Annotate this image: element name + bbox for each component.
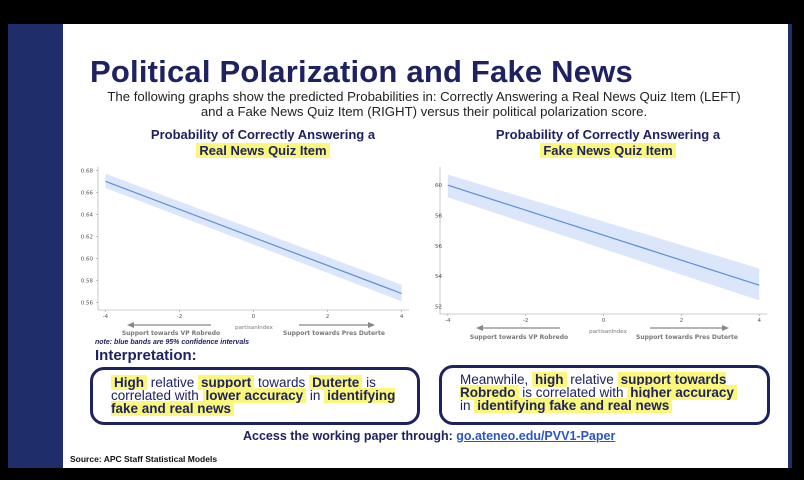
left-chart-plot: 0.56 0.58 0.60 0.62 0.64 0.66 0.68 -4 -2 0 2 4 Supp… — [81, 167, 409, 337]
right-chart-xlabel-right: Support towards Pres Duterte — [636, 334, 738, 341]
right-chart-fit-line — [447, 184, 760, 286]
left-chart-ytick-label: 0.68 — [81, 168, 94, 174]
box-right-word-identifying: identifying fake and real news — [474, 398, 673, 413]
left-chart-xtick-label: -2 — [177, 314, 182, 320]
box-left-text-2: towards — [254, 375, 310, 390]
slide-left-accent-bar — [8, 24, 63, 468]
right-chart-title-line1: Probability of Correctly Answering a — [495, 127, 721, 142]
left-chart-ytick-label: 0.62 — [81, 234, 93, 240]
right-chart-xtick-label: -4 — [445, 318, 451, 324]
slide-right-accent-strip — [788, 24, 792, 468]
right-chart-xlabel-center: partisanIndex — [589, 329, 627, 335]
left-chart: 0.56 0.58 0.60 0.62 0.64 0.66 0.68 -4 -2 0 2 4 Supp… — [71, 164, 417, 340]
left-chart-xlabel-left: Support towards VP Robredo — [122, 330, 220, 337]
right-chart-xtick-label: 0 — [602, 318, 606, 324]
box-left-word-high: High — [111, 375, 147, 390]
slide-title: Political Polarization and Fake News — [90, 54, 633, 89]
box-left-word-lower-accuracy: lower accuracy — [202, 388, 307, 403]
left-chart-fit-line — [105, 180, 402, 295]
left-chart-xtick-label: -4 — [103, 314, 109, 320]
window-top-bar — [0, 0, 804, 24]
box-left-word-duterte: Duterte — [309, 375, 363, 390]
left-chart-xtick-label: 2 — [326, 314, 330, 320]
left-chart-ytick-label: 0.66 — [81, 190, 94, 196]
left-chart-xlabel-right: Support towards Pres Duterte — [283, 330, 385, 337]
left-chart-title-line1: Probability of Correctly Answering a — [150, 127, 376, 142]
left-chart-title: Probability of Correctly Answering a Rea… — [118, 127, 408, 159]
right-chart-ytick-label: 54 — [435, 274, 442, 280]
left-chart-ytick-label: 0.56 — [81, 300, 94, 306]
left-chart-ytick-label: 0.60 — [81, 256, 94, 262]
box-right-text-1: relative — [566, 372, 618, 387]
box-right-text-3: in — [460, 398, 475, 413]
right-chart-title: Probability of Correctly Answering a Fak… — [463, 127, 753, 159]
left-chart-xtick-label: 4 — [400, 314, 404, 320]
box-left-text-3: is correlated with — [111, 375, 376, 403]
slide: Political Polarization and Fake News The… — [8, 24, 792, 468]
right-chart-title-line2: Fake News Quiz Item — [540, 143, 676, 158]
left-chart-xtick-label: 0 — [252, 314, 256, 320]
left-chart-title-line2: Real News Quiz Item — [196, 143, 330, 158]
box-right-word-higher-accuracy: higher accuracy — [627, 385, 737, 400]
box-left-text-1: relative — [147, 375, 199, 390]
box-right-text-0: Meanwhile, — [460, 372, 533, 387]
left-chart-ytick-label: 0.58 — [81, 278, 94, 284]
paper-link[interactable]: go.ateneo.edu/PVV1-Paper — [456, 429, 616, 443]
right-chart-ytick-label: 52 — [435, 304, 442, 310]
right-chart-ytick-label: 60 — [435, 183, 442, 189]
box-right-word-high: high — [532, 372, 567, 387]
right-chart-confidence-band — [447, 174, 760, 301]
access-text: Access the working paper through: — [243, 429, 457, 443]
right-chart-arrowhead-left — [476, 325, 483, 331]
left-chart-xlabel-center: partisanIndex — [235, 325, 273, 331]
confidence-interval-note: note: blue bands are 95% confidence inte… — [95, 339, 250, 346]
source-note: Source: APC Staff Statistical Models — [70, 454, 218, 464]
right-chart-xtick-label: 4 — [757, 318, 761, 324]
right-chart-ytick-label: 58 — [435, 213, 442, 219]
box-right-text-2: is correlated with — [518, 385, 628, 400]
right-chart-ytick-label: 56 — [435, 244, 442, 250]
right-chart-xtick-label: -2 — [523, 318, 528, 324]
interpretation-box-right: Meanwhile, high relative support towards… — [439, 365, 770, 425]
box-left-text-4: in — [306, 388, 325, 403]
interpretation-heading: Interpretation: — [95, 347, 197, 364]
left-chart-ytick-label: 0.64 — [81, 212, 94, 218]
left-chart-arrowhead-left — [127, 322, 134, 328]
right-chart-xtick-label: 2 — [680, 318, 684, 324]
right-chart-plot: 52 54 56 58 60 -4 -2 0 2 4 Support towards VP Rob… — [435, 167, 767, 341]
slide-subtitle: The following graphs show the predicted … — [107, 89, 741, 119]
right-chart: 52 54 56 58 60 -4 -2 0 2 4 Support towards VP Rob… — [435, 164, 775, 344]
right-chart-arrowhead-right — [722, 325, 729, 331]
right-chart-xlabel-left: Support towards VP Robredo — [470, 334, 568, 341]
interpretation-box-left: High relative support towards Duterte is… — [90, 367, 420, 425]
access-paper-line: Access the working paper through: go.ate… — [243, 429, 615, 443]
window-bottom-bar — [0, 468, 804, 480]
box-left-word-support: support — [198, 375, 255, 390]
left-chart-arrowhead-right — [368, 322, 375, 328]
